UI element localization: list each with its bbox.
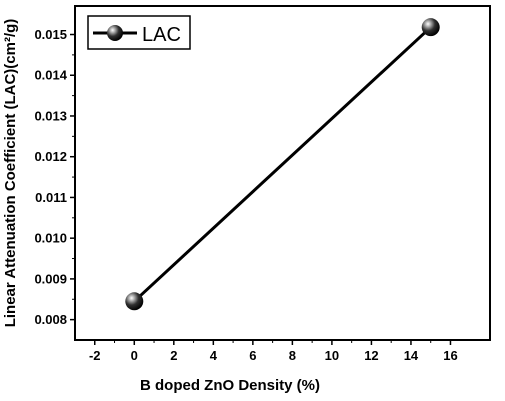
y-axis-ticks: 0.008 0.009 0.010 0.011 0.012 0.013 0.014 0.015 (34, 27, 75, 327)
legend-marker (107, 25, 123, 41)
x-axis-title: B doped ZnO Density (%) (140, 377, 320, 394)
x-tick-label: 2 (170, 348, 177, 363)
x-tick-label: 10 (325, 348, 339, 363)
x-tick-label: 4 (210, 348, 218, 363)
y-tick-label: 0.009 (34, 271, 67, 286)
y-tick-label: 0.011 (35, 190, 67, 205)
series-line-lac (133, 26, 432, 303)
y-tick-label: 0.008 (34, 312, 67, 327)
y-tick-label: 0.010 (34, 231, 67, 246)
y-tick-label: 0.013 (34, 108, 67, 123)
x-tick-label: 14 (404, 348, 419, 363)
y-axis-title: Linear Attenuation Coefficient (LAC)(cm²… (2, 19, 19, 328)
x-tick-label: 12 (364, 348, 378, 363)
y-tick-label: 0.014 (34, 68, 67, 83)
x-tick-label: 16 (443, 348, 457, 363)
data-point-lac (421, 18, 440, 37)
x-tick-label: -2 (89, 348, 101, 363)
plot-frame (74, 5, 491, 341)
data-point-lac (125, 292, 144, 311)
x-axis-ticks: -2 0 2 4 6 8 10 12 14 16 (89, 340, 458, 363)
y-tick-label: 0.012 (34, 149, 67, 164)
y-tick-label: 0.015 (34, 27, 67, 42)
legend: LAC (87, 15, 191, 50)
x-tick-label: 6 (249, 348, 256, 363)
x-tick-label: 0 (131, 348, 138, 363)
x-tick-label: 8 (289, 348, 296, 363)
series-layer (125, 18, 440, 311)
legend-label-lac: LAC (142, 24, 181, 46)
